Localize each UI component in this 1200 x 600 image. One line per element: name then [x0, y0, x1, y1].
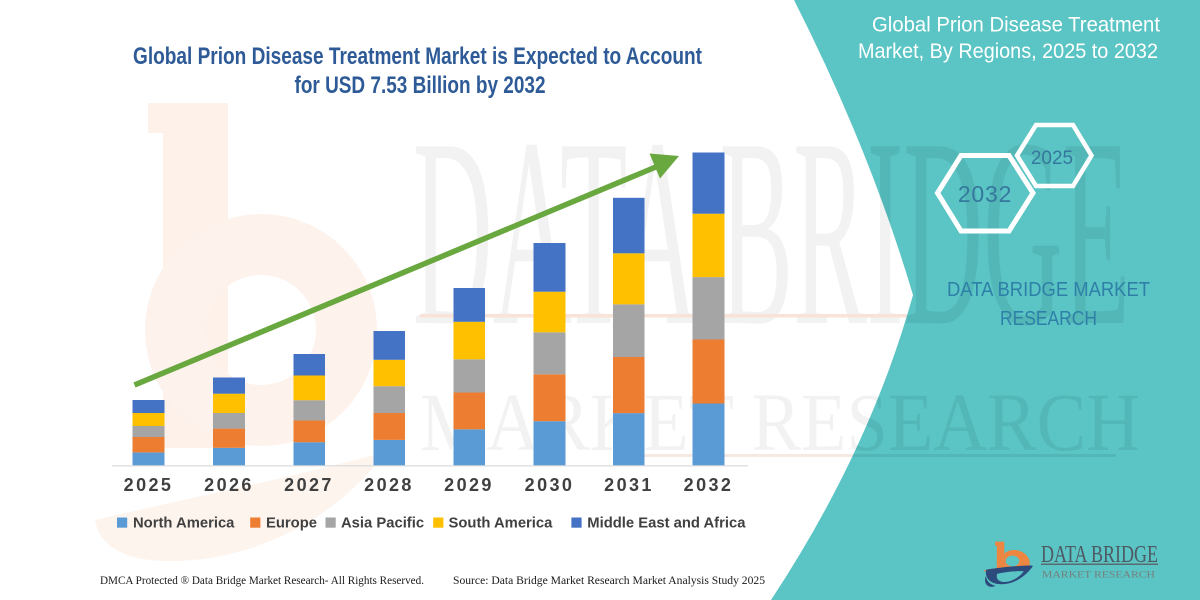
svg-text:2028: 2028	[364, 475, 414, 495]
svg-text:Global Prion Disease Treatment: Global Prion Disease Treatment Market is…	[133, 43, 702, 70]
svg-text:RESEARCH: RESEARCH	[1000, 308, 1097, 330]
svg-text:North America: North America	[133, 516, 235, 532]
svg-text:MARKET RESEARCH: MARKET RESEARCH	[1042, 570, 1156, 580]
svg-text:for USD 7.53 Billion by 2032: for USD 7.53 Billion by 2032	[295, 72, 546, 99]
svg-text:2025: 2025	[1031, 148, 1073, 169]
svg-text:South America: South America	[449, 516, 554, 532]
svg-text:2032: 2032	[958, 181, 1012, 207]
svg-text:DATA BRIDGE MARKET: DATA BRIDGE MARKET	[947, 279, 1150, 301]
svg-text:Source: Data Bridge Market Res: Source: Data Bridge Market Research Mark…	[453, 573, 765, 587]
svg-text:Asia Pacific: Asia Pacific	[341, 516, 424, 532]
svg-text:2029: 2029	[444, 475, 494, 495]
svg-text:2030: 2030	[525, 475, 575, 495]
svg-text:2027: 2027	[284, 475, 334, 495]
svg-text:2025: 2025	[124, 475, 174, 495]
svg-text:Global Prion Disease Treatment: Global Prion Disease Treatment	[872, 14, 1160, 37]
svg-text:2032: 2032	[684, 475, 734, 495]
svg-text:Market, By Regions, 2025 to 20: Market, By Regions, 2025 to 2032	[858, 40, 1158, 63]
svg-text:Europe: Europe	[266, 516, 317, 532]
svg-text:2031: 2031	[604, 475, 654, 495]
svg-text:Middle East and Africa: Middle East and Africa	[587, 516, 746, 532]
svg-text:DMCA Protected ® Data Bridge M: DMCA Protected ® Data Bridge Market Rese…	[100, 573, 424, 587]
svg-text:2026: 2026	[204, 475, 254, 495]
